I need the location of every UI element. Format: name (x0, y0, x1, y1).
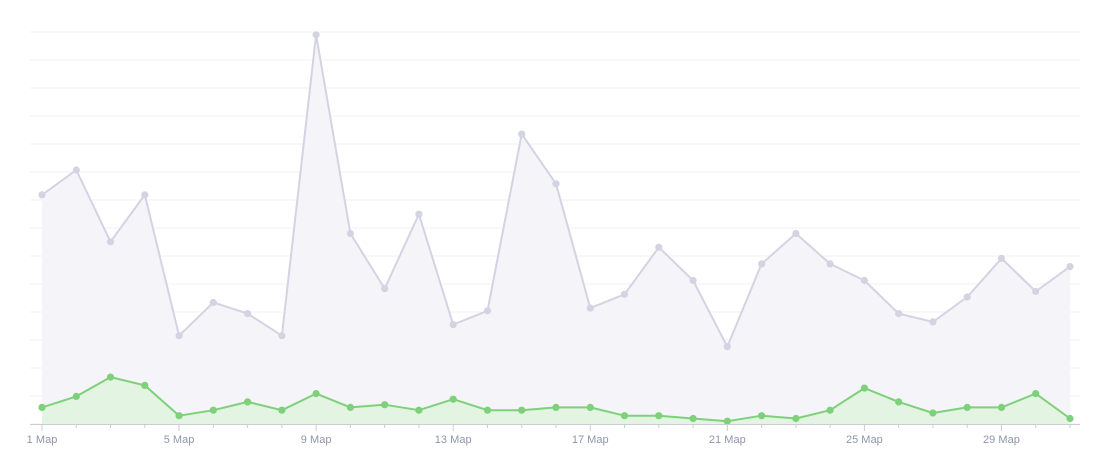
series-2-area (42, 377, 1070, 424)
series-1-point (723, 343, 731, 351)
series-2-point (415, 406, 423, 414)
series-1-point (415, 210, 423, 218)
series-2-point (244, 398, 252, 406)
series-1-point (38, 191, 46, 199)
area-fills (42, 34, 1070, 425)
series-2-point (381, 401, 389, 409)
series-1-point (963, 293, 971, 301)
series-2-point (723, 417, 731, 425)
series-2-point (518, 406, 526, 414)
series-2-point (278, 406, 286, 414)
series-1-point (929, 318, 937, 326)
series-1-point (792, 229, 800, 238)
series-2-point (483, 406, 492, 414)
data-points (38, 31, 1074, 425)
series-2-point (655, 412, 663, 420)
series-1-point (449, 321, 457, 329)
series-1-point (346, 229, 354, 238)
series-1-point (826, 260, 834, 268)
series-2-point (689, 414, 697, 423)
series-2-point (929, 409, 937, 417)
series-2-point (826, 406, 834, 414)
series-2-point (997, 403, 1006, 411)
series-2-point (175, 412, 183, 420)
series-2-point (141, 381, 149, 389)
series-2-point (552, 403, 560, 411)
series-2-point (860, 384, 869, 392)
series-2-point (106, 373, 115, 381)
series-1-point (1032, 287, 1040, 296)
series-2-point (586, 403, 594, 411)
x-tick-label: 29 Мар (983, 434, 1020, 446)
series-1-point (175, 332, 183, 340)
series-1-point (278, 332, 286, 340)
series-1-point (689, 276, 697, 285)
series-2-point (963, 403, 971, 411)
series-1-point (552, 180, 560, 188)
series-1-point (244, 310, 252, 318)
series-2-point (1066, 414, 1074, 423)
series-1-point (381, 285, 389, 293)
x-axis: 1 Мар 5 Мар 9 Мар 13 Мар 17 Мар 21 Мар 25 Мар 2… (27, 424, 1080, 446)
series-1-area (42, 34, 1070, 425)
series-1-point (312, 31, 320, 39)
series-1-point (141, 191, 149, 199)
series-2-point (1032, 390, 1040, 398)
series-2-point (72, 392, 80, 400)
series-2-point (895, 398, 903, 406)
series-1-point (209, 298, 217, 307)
series-1-point (758, 260, 766, 268)
series-2-point (209, 406, 217, 414)
x-tick-label: 21 Мар (709, 434, 746, 446)
series-1-point (860, 276, 869, 285)
series-1-point (72, 166, 80, 174)
series-2-point (38, 403, 46, 411)
series-2-point (449, 395, 457, 403)
x-tick-label: 5 Мар (164, 434, 195, 446)
series-1-point (586, 304, 594, 312)
series-1-point (655, 243, 663, 251)
x-tick-label: 25 Мар (846, 434, 883, 446)
x-tick-label: 17 Мар (572, 434, 609, 446)
series-2-point (758, 412, 766, 420)
series-1-point (1066, 263, 1074, 271)
series-2-point (346, 403, 354, 411)
series-2-point (312, 390, 320, 398)
series-1-point (620, 290, 629, 298)
x-tick-label: 9 Мар (301, 434, 332, 446)
series-1-point (483, 307, 492, 315)
series-1-point (997, 254, 1006, 262)
series-1-point (518, 130, 526, 138)
series-1-point (106, 238, 115, 246)
series-2-point (620, 412, 629, 420)
series-1-point (895, 310, 903, 318)
x-tick-label: 1 Мар (27, 434, 58, 446)
series-2-point (792, 414, 800, 423)
x-tick-label: 13 Мар (435, 434, 472, 446)
